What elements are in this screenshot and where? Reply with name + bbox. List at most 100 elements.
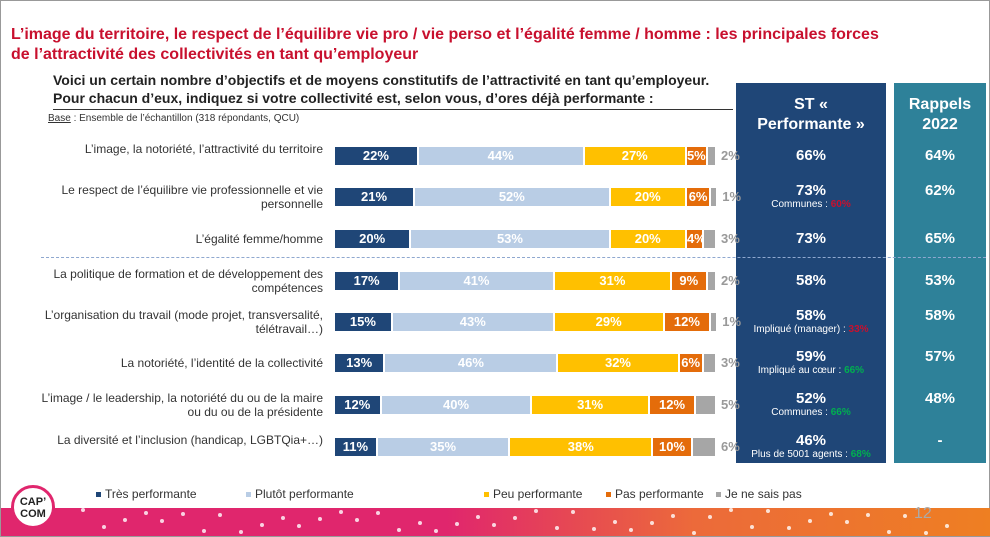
category-label: L’image / le leadership, la notoriété du… <box>41 391 323 419</box>
decor-dot <box>318 517 322 521</box>
st-cell: 66% <box>736 147 886 164</box>
bar-segment-tres: 21% <box>335 188 414 206</box>
decor-dot <box>945 524 949 528</box>
st-value: 46% <box>795 432 827 449</box>
decor-dot <box>629 528 633 532</box>
base-note: Base : Ensemble de l’échantillon (318 ré… <box>48 113 299 124</box>
st-cell: 73% Communes : 60% <box>736 182 886 211</box>
legend-label: Plutôt performante <box>255 487 354 501</box>
decor-dot <box>476 515 480 519</box>
decor-dot <box>102 525 106 529</box>
decor-dot <box>513 516 517 520</box>
st-note: Plus de 5001 agents : 68% <box>736 449 886 461</box>
st-cell: 59% Impliqué au cœur : 66% <box>736 348 886 377</box>
st-value: 52% <box>795 390 827 407</box>
legend-label: Très performante <box>105 487 197 501</box>
decor-dot <box>281 516 285 520</box>
st-note-label: Plus de 5001 agents : <box>751 449 851 460</box>
rappels-header: Rappels 2022 <box>908 96 972 133</box>
st-cell: 58% <box>736 272 886 289</box>
rappel-value: 58% <box>924 307 956 324</box>
bar-segment-jnsp <box>696 396 715 414</box>
decor-dot <box>218 513 222 517</box>
bar-segment-tres: 22% <box>335 147 417 165</box>
bar-segment-pas: 6% <box>679 354 702 372</box>
st-note-label: Communes : <box>771 199 831 210</box>
decor-dot <box>339 510 343 514</box>
bar-segment-tres: 17% <box>335 272 399 290</box>
data-label-jnsp: 2% <box>721 148 740 163</box>
decor-dot <box>692 531 696 535</box>
decor-dot <box>729 508 733 512</box>
st-note-value: 68% <box>850 449 871 460</box>
legend-item-peu: Peu performante <box>484 487 582 501</box>
st-value: 73% <box>795 230 827 247</box>
decor-dot <box>613 520 617 524</box>
bar-segment-pas: 9% <box>672 272 706 290</box>
st-cell: 58% Impliqué (manager) : 33% <box>736 307 886 336</box>
bar-segment-pas: 5% <box>686 147 706 165</box>
bar-segment-tres: 15% <box>335 313 391 331</box>
decor-dot <box>160 519 164 523</box>
legend-swatch <box>96 492 101 498</box>
st-note-value: 60% <box>830 199 851 210</box>
rappels-2022-column: Rappels 2022 64% 62% 65% 53% 58% 57% 48% - <box>894 83 986 463</box>
st-note-label: Communes : <box>771 407 831 418</box>
bar-segment-plutot: 43% <box>392 313 553 331</box>
bar-segment-peu: 38% <box>510 438 652 456</box>
decor-dot <box>492 523 496 527</box>
bar-segment-plutot: 52% <box>415 188 609 206</box>
decor-dot <box>534 509 538 513</box>
decor-dot <box>829 512 833 516</box>
decor-dot <box>355 518 359 522</box>
decor-dot <box>239 530 243 534</box>
slide-title: L’image du territoire, le respect de l’é… <box>11 26 879 63</box>
data-label-jnsp: 3% <box>721 355 740 370</box>
rappel-value: 64% <box>924 147 956 164</box>
category-label: La diversité et l’inclusion (handicap, L… <box>57 433 323 447</box>
legend-swatch <box>716 492 721 498</box>
st-cell: 46% Plus de 5001 agents : 68% <box>736 432 886 461</box>
st-note: Communes : 66% <box>736 407 886 419</box>
bar-segment-peu: 32% <box>558 354 678 372</box>
st-cell: 52% Communes : 66% <box>736 390 886 419</box>
st-value: 66% <box>795 147 827 164</box>
bar-segment-peu: 20% <box>610 188 685 206</box>
decor-dot <box>81 508 85 512</box>
category-label: La politique de formation et de développ… <box>53 267 323 295</box>
category-label: L’organisation du travail (mode projet, … <box>44 308 323 336</box>
rappel-value: - <box>937 432 943 449</box>
decor-dot <box>571 510 575 514</box>
data-label-jnsp: 5% <box>721 397 740 412</box>
bar-segment-peu: 31% <box>532 396 648 414</box>
decor-dot <box>866 513 870 517</box>
legend-label: Peu performante <box>493 487 583 501</box>
capcom-logo: CAP’ COM <box>11 485 55 529</box>
category-label: L’image, la notoriété, l’attractivité du… <box>84 142 323 156</box>
group-divider <box>41 257 986 258</box>
category-label: L’égalité femme/homme <box>195 232 323 246</box>
rappel-value: 62% <box>924 182 956 199</box>
decor-dot <box>202 529 206 533</box>
base-label: Base <box>48 113 71 124</box>
st-performante-column: ST « Performante » 66% 73% Communes : 60% 7… <box>736 83 886 463</box>
bar-segment-peu: 20% <box>610 230 685 248</box>
bar-segment-tres: 13% <box>335 354 384 372</box>
bar-segment-jnsp <box>692 438 715 456</box>
bar-segment-peu: 29% <box>554 313 663 331</box>
bar-segment-tres: 12% <box>335 396 380 414</box>
rappel-cell: 48% <box>894 390 986 407</box>
rappel-cell: 62% <box>894 182 986 199</box>
question-text: Voici un certain nombre d’objectifs et d… <box>53 71 733 110</box>
bar-segment-jnsp <box>711 188 717 206</box>
decor-dot <box>924 531 928 535</box>
data-label-jnsp: 6% <box>721 439 740 454</box>
decor-dot <box>808 519 812 523</box>
bar-segment-peu: 31% <box>554 272 671 290</box>
st-note: Impliqué au cœur : 66% <box>736 365 886 377</box>
decor-dot <box>592 527 596 531</box>
st-value: 73% <box>795 182 827 199</box>
st-value: 58% <box>795 272 827 289</box>
decor-dot <box>750 525 754 529</box>
decor-dot <box>903 514 907 518</box>
